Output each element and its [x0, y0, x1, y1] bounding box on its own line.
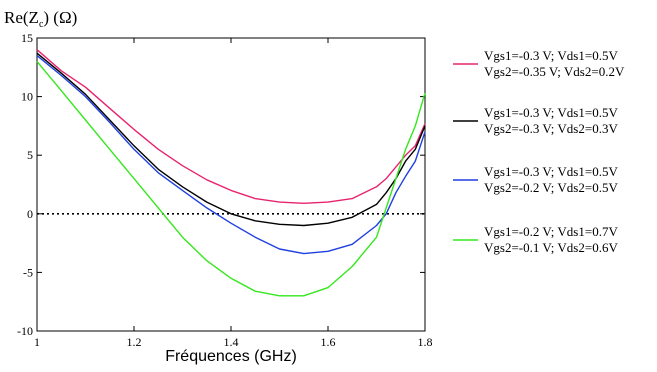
legend-label-line2: Vgs2=-0.2 V; Vds2=0.5V	[484, 180, 618, 195]
y-tick-label: 10	[21, 90, 33, 104]
y-axis: -10 -5 0 5 10 15	[17, 31, 425, 338]
series-lines	[36, 49, 426, 297]
series-line-4	[36, 60, 426, 297]
chart-title: Re(Zc) (Ω)	[4, 8, 77, 30]
legend-label-line2: Vgs2=-0.1 V; Vds2=0.6V	[484, 240, 618, 255]
x-axis: 1 1.2 1.4 1.6 1.8	[34, 38, 433, 349]
plot-frame	[36, 37, 426, 332]
y-tick-label: -5	[23, 265, 33, 279]
x-tick-label: 1	[34, 335, 40, 349]
series-line-1	[36, 49, 426, 205]
y-tick-label: 0	[27, 207, 33, 221]
legend-label-line1: Vgs1=-0.3 V; Vds1=0.5V	[484, 105, 618, 120]
legend-label-line2: Vgs2=-0.35 V; Vds2=0.2V	[484, 64, 625, 79]
legend-label-line2: Vgs2=-0.3 V; Vds2=0.3V	[484, 121, 618, 136]
y-tick-label: 5	[27, 148, 33, 162]
series-line-3	[36, 55, 426, 255]
x-tick-label: 1.4	[224, 335, 239, 349]
y-tick-label: -10	[17, 324, 33, 338]
y-tick-label: 15	[21, 31, 33, 45]
x-tick-label: 1.8	[418, 335, 433, 349]
series-line-2	[36, 52, 426, 227]
legend-label-line1: Vgs1=-0.3 V; Vds1=0.5V	[484, 48, 618, 63]
legend-label-line1: Vgs1=-0.3 V; Vds1=0.5V	[484, 164, 618, 179]
legend-label-line1: Vgs1=-0.2 V; Vds1=0.7V	[484, 224, 618, 239]
x-tick-label: 1.6	[321, 335, 336, 349]
x-tick-label: 1.2	[127, 335, 142, 349]
x-axis-label: Fréquences (GHz)	[165, 348, 297, 365]
